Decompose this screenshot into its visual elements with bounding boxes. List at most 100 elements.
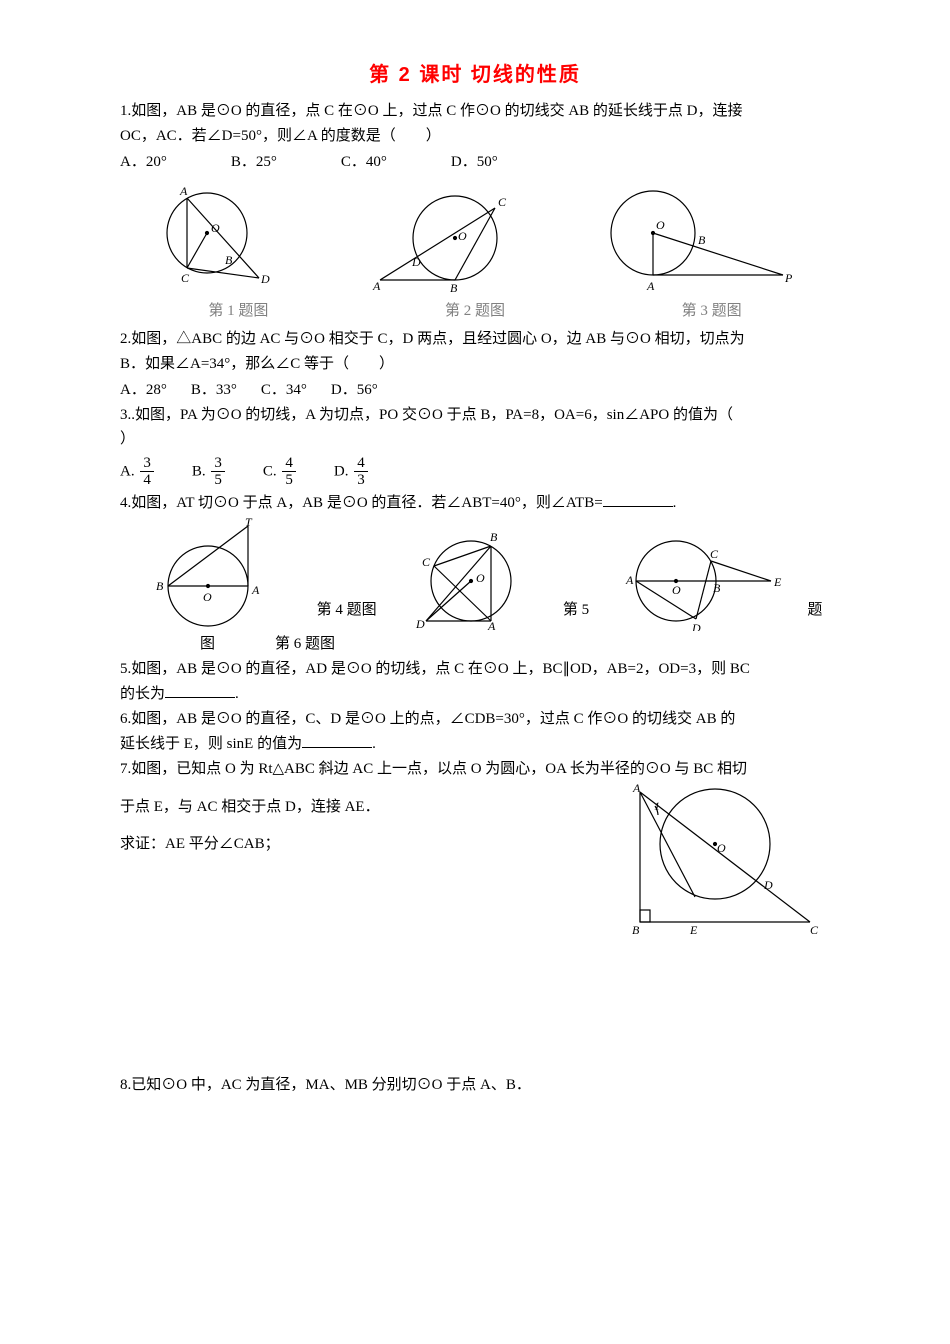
figure-2: A D O B C: [350, 178, 530, 298]
q3-optC-label: C.: [263, 463, 277, 479]
svg-text:B: B: [490, 530, 498, 544]
q6-pre: 延长线于 E，则 sinE 的值为: [120, 736, 302, 752]
q6-line1: 6.如图，AB 是⊙O 的直径，C、D 是⊙O 上的点，∠CDB=30°，过点 …: [120, 708, 830, 731]
figures-4-6: T B O A 第 4 题图 B C O D: [120, 516, 830, 631]
svg-text:E: E: [689, 923, 698, 937]
cap-fig5a: 第 5: [563, 599, 589, 622]
figure-6: A O C B D E: [606, 516, 786, 631]
svg-text:A: A: [251, 583, 260, 597]
q2-optC: C．34°: [261, 379, 307, 402]
svg-text:C: C: [422, 555, 431, 569]
q4-line1: 4.如图，AT 切⊙O 于点 A，AB 是⊙O 的直径．若∠ABT=40°，则∠…: [120, 491, 830, 515]
figure-captions-1-3: 第 1 题图 第 2 题图 第 3 题图: [120, 300, 830, 323]
svg-text:O: O: [203, 590, 212, 604]
blank-q6: [302, 732, 372, 748]
q1-optA: A．20°: [120, 151, 167, 174]
blank-q4: [603, 491, 673, 507]
cap-row2b: 第 6 题图: [275, 633, 335, 656]
figure-1: A O B C D: [147, 178, 297, 298]
figure-3: O B A P: [583, 178, 803, 298]
q8-line1: 8.已知⊙O 中，AC 为直径，MA、MB 分别切⊙O 于点 A、B．: [120, 1074, 830, 1097]
svg-text:D: D: [763, 878, 773, 892]
fracA-num: 3: [140, 455, 154, 473]
blank-q5: [165, 682, 235, 698]
fracD-num: 4: [354, 455, 368, 473]
q3-line1: 3..如图，PA 为⊙O 的切线，A 为切点，PO 交⊙O 于点 B，PA=8，…: [120, 404, 830, 427]
q7-line1: 7.如图，已知点 O 为 Rt△ABC 斜边 AC 上一点，以点 O 为圆心，O…: [120, 758, 830, 781]
q1-optB: B．25°: [231, 151, 277, 174]
q2-optD: D．56°: [331, 379, 378, 402]
cap-fig5b: 题: [807, 599, 822, 622]
fracC-num: 4: [282, 455, 296, 473]
q1-options: A．20° B．25° C．40° D．50°: [120, 151, 830, 174]
q1-optC: C．40°: [341, 151, 387, 174]
q6-line2: 延长线于 E，则 sinE 的值为.: [120, 732, 830, 756]
svg-text:D: D: [260, 272, 270, 286]
svg-text:C: C: [810, 923, 819, 937]
q3-line2: ）: [120, 428, 830, 451]
svg-text:O: O: [476, 571, 485, 585]
svg-text:C: C: [181, 271, 190, 285]
svg-text:B: B: [450, 281, 458, 295]
svg-text:A: A: [632, 782, 641, 795]
q3-optB: B. 35: [192, 455, 227, 489]
svg-text:O: O: [717, 841, 726, 855]
q2-optB: B．33°: [191, 379, 237, 402]
cap-fig2: 第 2 题图: [445, 300, 505, 323]
q3-optC: C. 45: [263, 455, 298, 489]
fracB-num: 3: [211, 455, 225, 473]
cap-fig1: 第 1 题图: [208, 300, 268, 323]
svg-text:T: T: [245, 516, 253, 529]
svg-text:O: O: [211, 221, 220, 235]
q3-options: A. 34 B. 35 C. 45 D. 43: [120, 455, 830, 489]
svg-text:A: A: [372, 279, 381, 293]
svg-text:O: O: [458, 229, 467, 243]
caps-row2: 图 第 6 题图: [120, 633, 830, 656]
figure-7: A 1 O D B E C: [600, 782, 830, 942]
svg-text:B: B: [632, 923, 640, 937]
q5-line2: 的长为.: [120, 682, 830, 706]
q4-text: 4.如图，AT 切⊙O 于点 A，AB 是⊙O 的直径．若∠ABT=40°，则∠…: [120, 495, 603, 511]
figure-5: B C O D A: [396, 516, 546, 631]
svg-text:A: A: [487, 619, 496, 631]
q1-optD: D．50°: [451, 151, 498, 174]
q1-line2: OC，AC．若∠D=50°，则∠A 的度数是（ ）: [120, 125, 830, 148]
figure-4: T B O A: [128, 516, 298, 631]
page-title: 第 2 课时 切线的性质: [120, 60, 830, 90]
svg-text:D: D: [411, 255, 421, 269]
fracB-den: 5: [211, 472, 225, 489]
svg-text:A: A: [625, 573, 634, 587]
fracC-den: 5: [282, 472, 296, 489]
svg-text:B: B: [225, 253, 233, 267]
q1-line1: 1.如图，AB 是⊙O 的直径，点 C 在⊙O 上，过点 C 作⊙O 的切线交 …: [120, 100, 830, 123]
svg-text:C: C: [710, 547, 719, 561]
q5-pre: 的长为: [120, 686, 165, 702]
svg-text:A: A: [646, 279, 655, 293]
q2-optA: A．28°: [120, 379, 167, 402]
q3-optD-label: D.: [334, 463, 349, 479]
svg-text:O: O: [672, 583, 681, 597]
svg-text:1: 1: [654, 799, 660, 813]
q3-optA-label: A.: [120, 463, 135, 479]
svg-text:B: B: [713, 581, 721, 595]
svg-text:E: E: [773, 575, 782, 589]
svg-text:O: O: [656, 218, 665, 232]
svg-text:D: D: [415, 617, 425, 631]
q2-line2: B．如果∠A=34°，那么∠C 等于（ ）: [120, 353, 830, 376]
q5-line1: 5.如图，AB 是⊙O 的直径，AD 是⊙O 的切线，点 C 在⊙O 上，BC∥…: [120, 658, 830, 681]
svg-text:P: P: [784, 271, 793, 285]
q3-optD: D. 43: [334, 455, 370, 489]
figures-1-3: A O B C D A D O B C: [120, 178, 830, 298]
cap-fig3: 第 3 题图: [682, 300, 742, 323]
q2-line1: 2.如图，△ABC 的边 AC 与⊙O 相交于 C，D 两点，且经过圆心 O，边…: [120, 328, 830, 351]
svg-text:A: A: [179, 184, 188, 198]
q7-line3: 求证：AE 平分∠CAB；: [120, 833, 570, 856]
q3-optA: A. 34: [120, 455, 156, 489]
q2-options: A．28° B．33° C．34° D．56°: [120, 379, 830, 402]
fracD-den: 3: [354, 472, 368, 489]
svg-text:C: C: [498, 195, 507, 209]
svg-text:B: B: [156, 579, 164, 593]
q7-line2: 于点 E，与 AC 相交于点 D，连接 AE．: [120, 796, 570, 819]
fracA-den: 4: [140, 472, 154, 489]
q3-optB-label: B.: [192, 463, 206, 479]
